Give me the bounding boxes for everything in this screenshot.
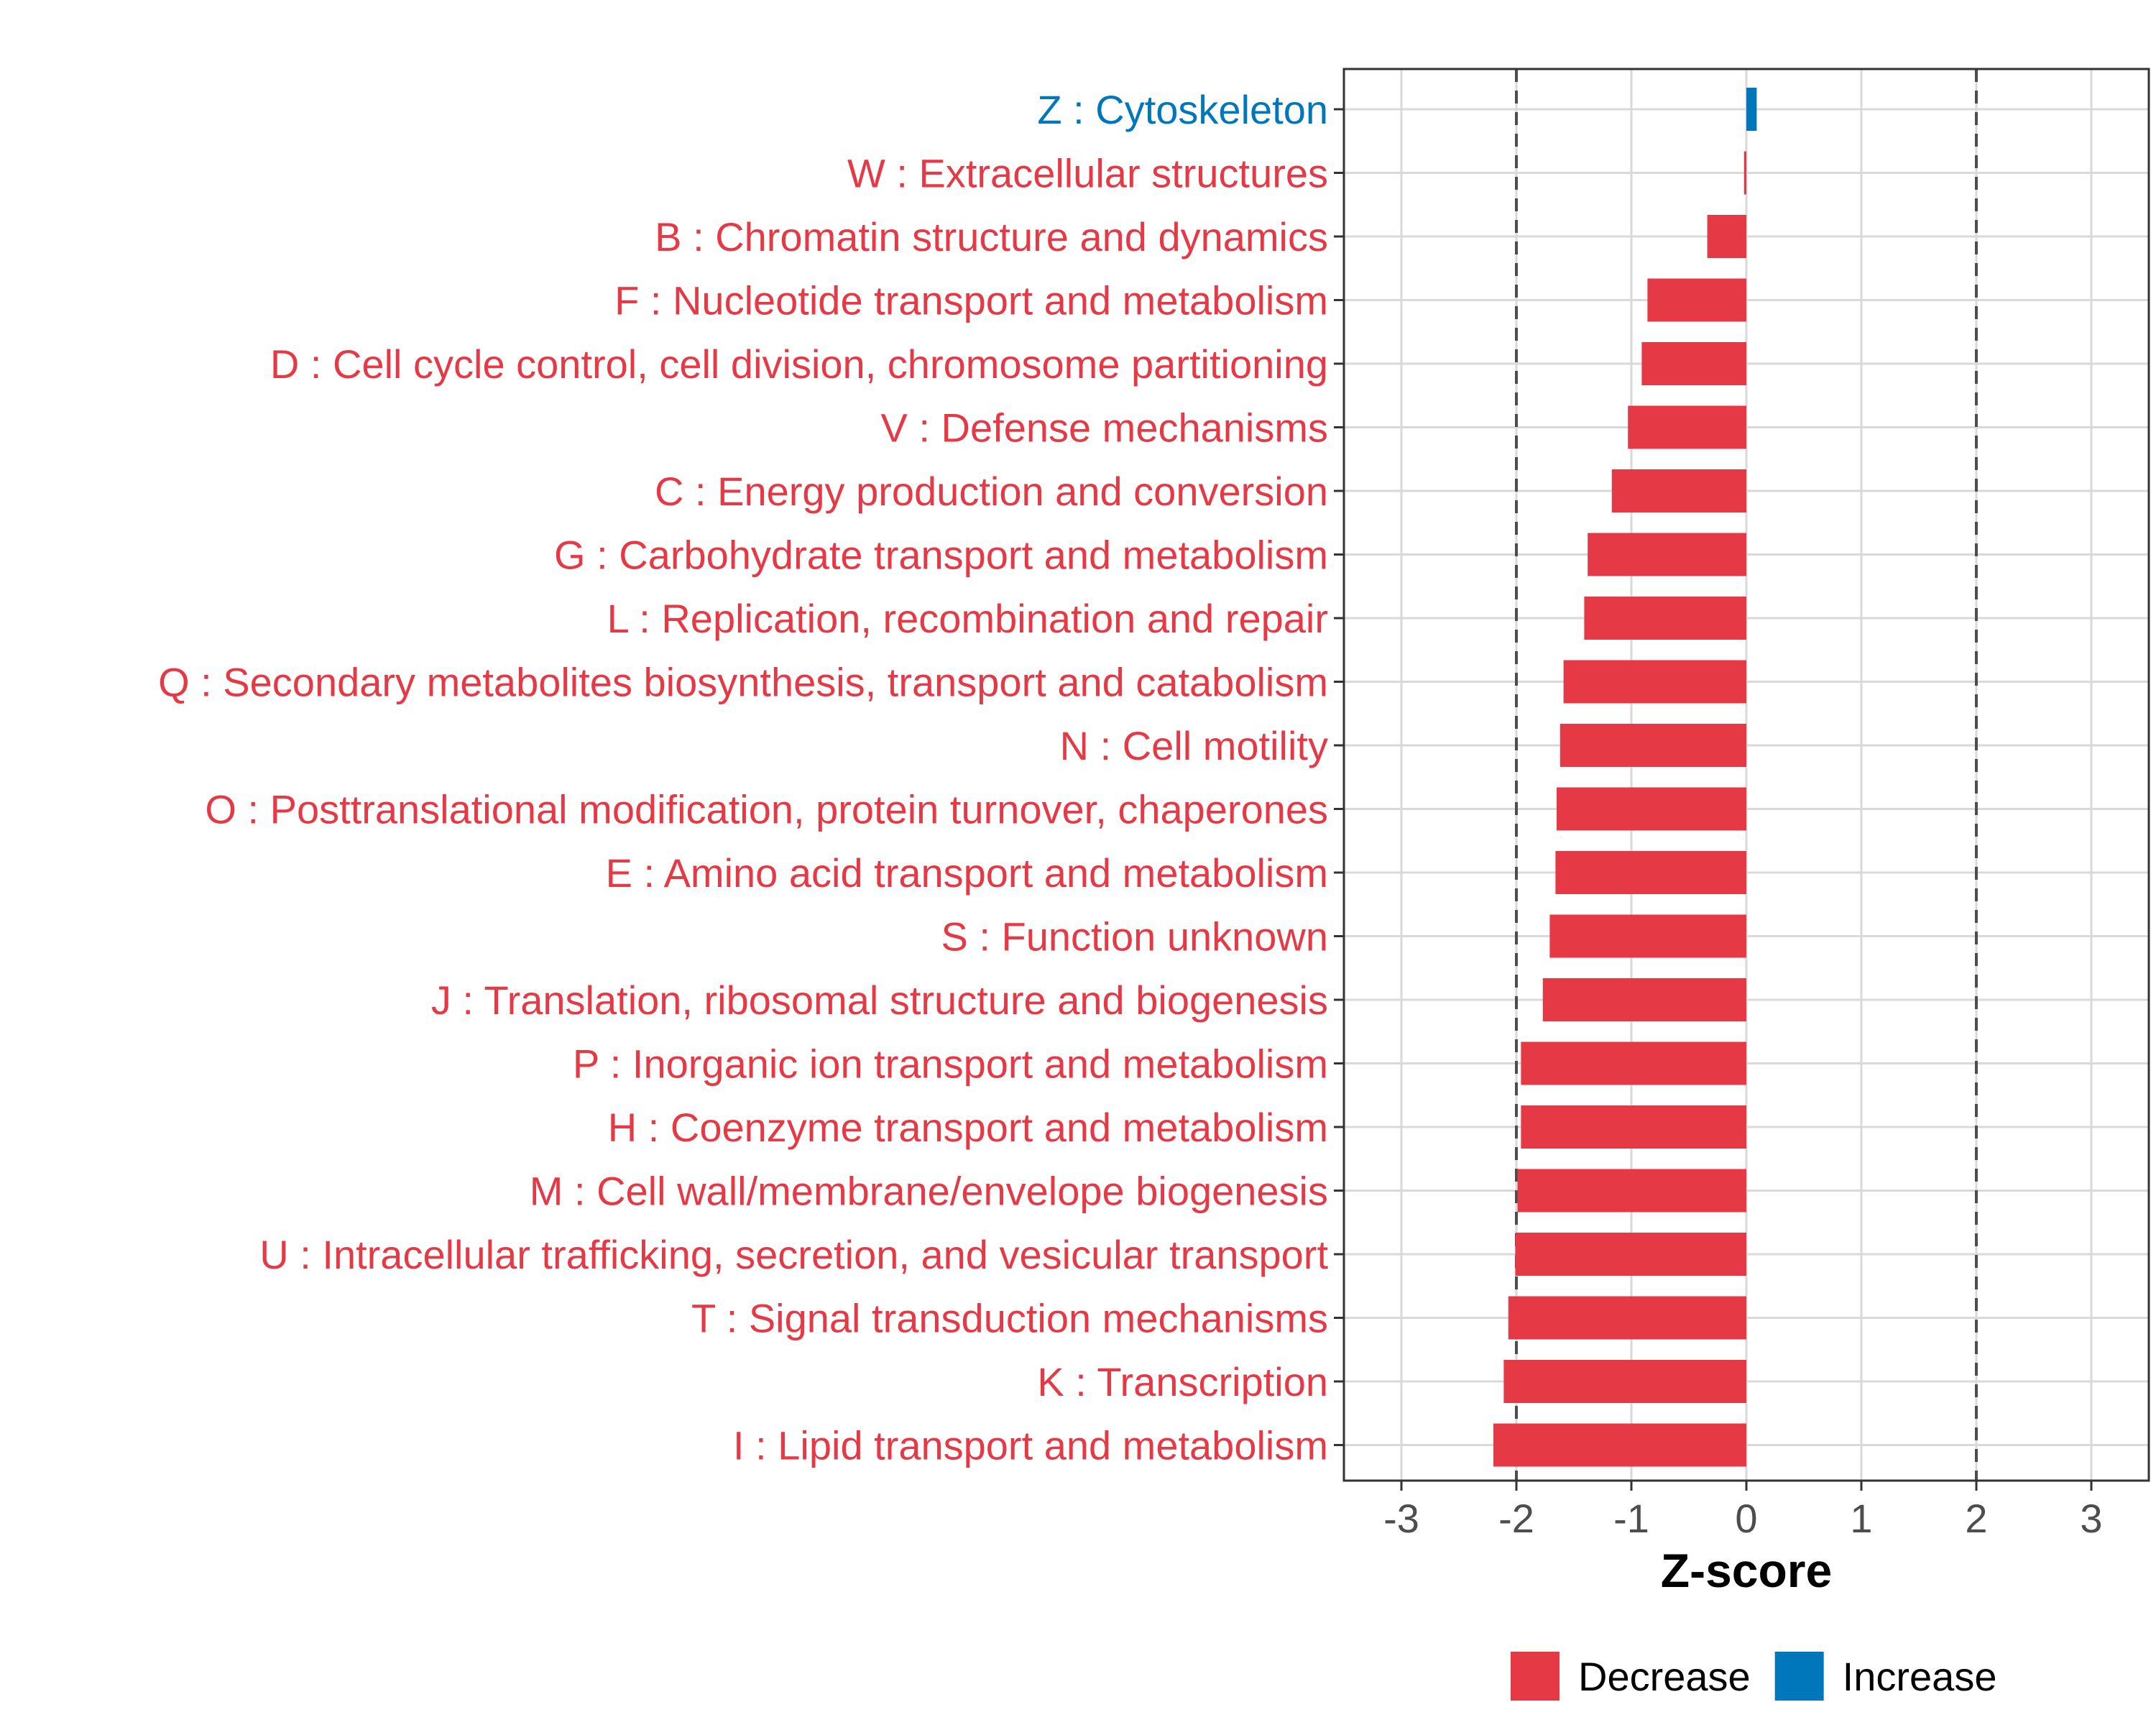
category-label: S : Function unknown bbox=[941, 914, 1328, 960]
bar bbox=[1743, 151, 1746, 195]
bar bbox=[1563, 660, 1746, 704]
bar bbox=[1508, 1296, 1746, 1340]
legend: Decrease Increase bbox=[1511, 1652, 1996, 1701]
category-label: E : Amino acid transport and metabolism bbox=[606, 850, 1328, 896]
category-label: O : Posttranslational modification, prot… bbox=[205, 787, 1328, 832]
legend-label: Increase bbox=[1843, 1654, 1997, 1699]
category-label: H : Coenzyme transport and metabolism bbox=[608, 1105, 1328, 1150]
category-label: Q : Secondary metabolites biosynthesis, … bbox=[158, 660, 1328, 705]
category-labels: Z : Cytoskeleton W : Extracellular struct… bbox=[158, 87, 1328, 1468]
category-label: G : Carbohydrate transport and metabolis… bbox=[554, 533, 1328, 578]
bar bbox=[1647, 278, 1746, 322]
bar bbox=[1521, 1105, 1746, 1149]
bar bbox=[1503, 1360, 1746, 1403]
category-label: B : Chromatin structure and dynamics bbox=[655, 214, 1328, 259]
legend-label: Decrease bbox=[1578, 1654, 1751, 1699]
bar bbox=[1555, 851, 1746, 894]
plot-panel-border bbox=[1342, 68, 2150, 1482]
bar bbox=[1560, 724, 1746, 767]
bar bbox=[1493, 1423, 1746, 1467]
x-tick-label: 1 bbox=[1850, 1496, 1872, 1541]
category-label: I : Lipid transport and metabolism bbox=[733, 1423, 1328, 1468]
category-label: V : Defense mechanisms bbox=[881, 405, 1328, 451]
x-axis: -3 -2 -1 0 1 2 3 bbox=[1334, 108, 2103, 1541]
category-label: T : Signal transduction mechanisms bbox=[691, 1296, 1328, 1341]
bar bbox=[1521, 1041, 1746, 1085]
category-label: D : Cell cycle control, cell division, c… bbox=[270, 341, 1328, 387]
bar bbox=[1707, 215, 1746, 258]
x-tick-label: -2 bbox=[1498, 1496, 1534, 1541]
x-tick-label: -1 bbox=[1613, 1496, 1649, 1541]
category-label: N : Cell motility bbox=[1060, 723, 1328, 768]
bar bbox=[1641, 342, 1746, 385]
legend-key bbox=[1774, 1652, 1824, 1701]
bar bbox=[1517, 1169, 1746, 1213]
bar bbox=[1549, 914, 1746, 958]
category-label: W : Extracellular structures bbox=[847, 151, 1328, 196]
category-label: P : Inorganic ion transport and metaboli… bbox=[573, 1041, 1328, 1087]
bar bbox=[1557, 787, 1746, 831]
category-label: F : Nucleotide transport and metabolism bbox=[614, 278, 1328, 323]
bars-layer bbox=[1493, 88, 1757, 1467]
bar bbox=[1611, 469, 1746, 512]
x-tick-label: 0 bbox=[1735, 1496, 1757, 1541]
x-tick-label: 2 bbox=[1965, 1496, 1987, 1541]
category-label: M : Cell wall/membrane/envelope biogenes… bbox=[530, 1169, 1328, 1214]
category-label: U : Intracellular trafficking, secretion… bbox=[259, 1232, 1328, 1277]
legend-key bbox=[1511, 1652, 1560, 1701]
category-label: C : Energy production and conversion bbox=[655, 469, 1328, 514]
bar bbox=[1584, 597, 1746, 640]
category-label: Z : Cytoskeleton bbox=[1037, 87, 1328, 132]
x-axis-title: Z-score bbox=[1661, 1544, 1832, 1597]
x-tick-label: 3 bbox=[2080, 1496, 2102, 1541]
bar bbox=[1588, 533, 1746, 576]
bar bbox=[1515, 1233, 1746, 1276]
bar bbox=[1628, 405, 1746, 449]
category-label: K : Transcription bbox=[1037, 1359, 1328, 1404]
bar bbox=[1542, 978, 1746, 1021]
bar bbox=[1746, 88, 1757, 131]
x-tick-label: -3 bbox=[1383, 1496, 1419, 1541]
category-label: J : Translation, ribosomal structure and… bbox=[431, 978, 1328, 1023]
category-label: L : Replication, recombination and repai… bbox=[607, 596, 1328, 641]
